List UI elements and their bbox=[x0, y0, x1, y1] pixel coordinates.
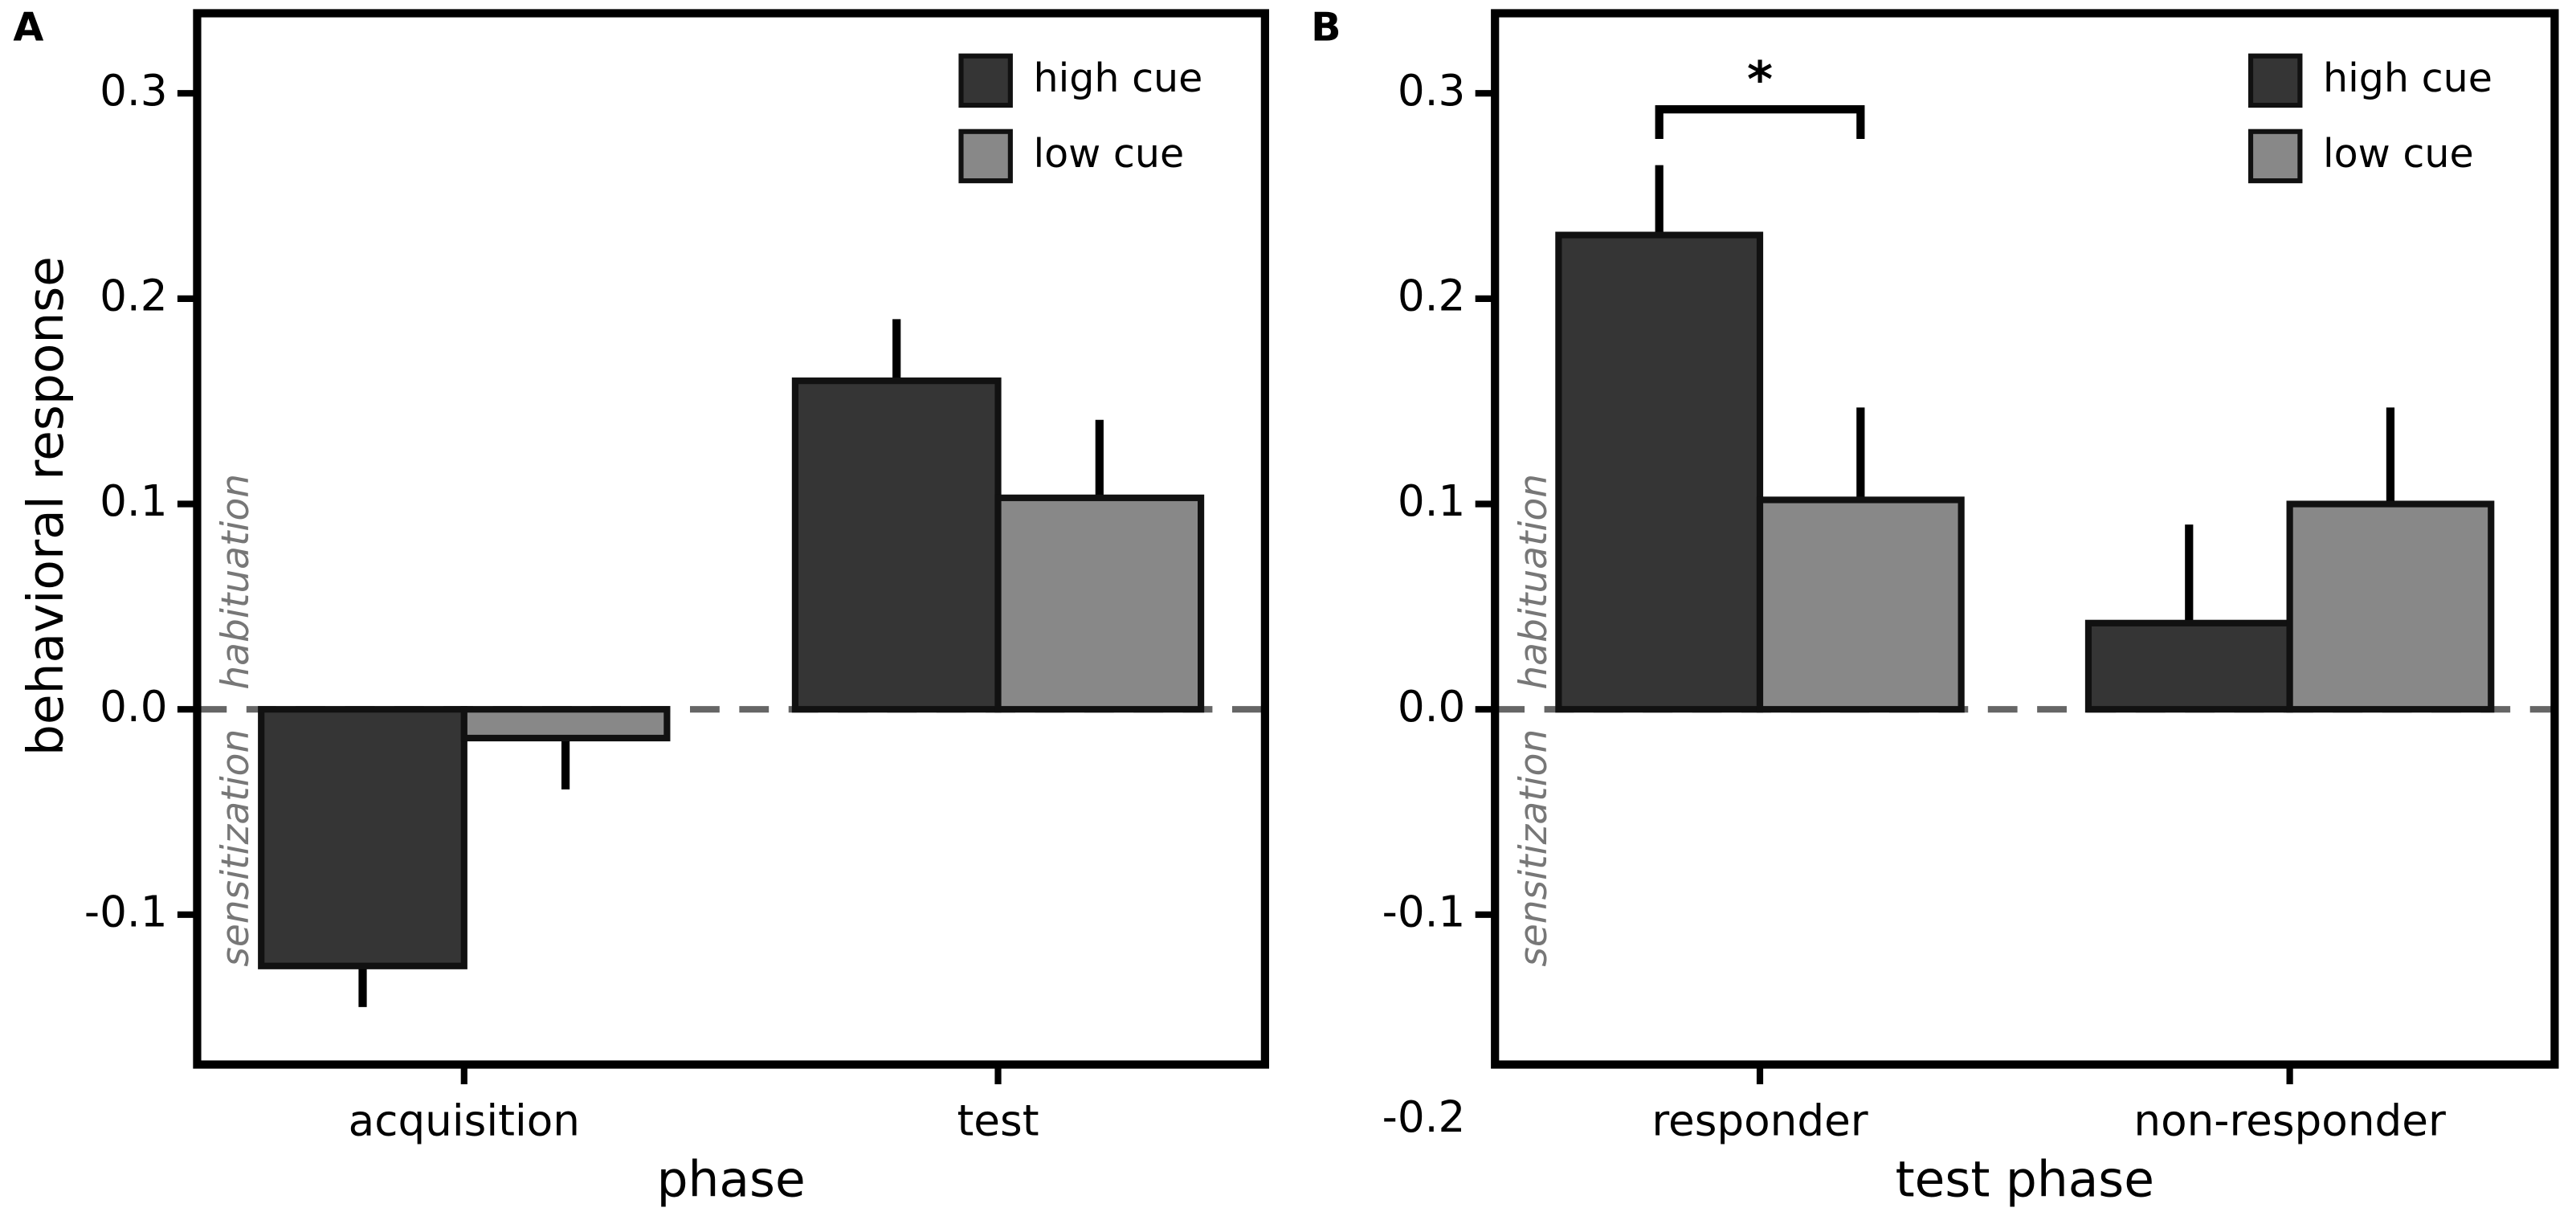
significance-label: * bbox=[1747, 51, 1773, 108]
bar bbox=[994, 494, 1205, 713]
legend-swatch bbox=[958, 129, 1013, 184]
y-tick-label: 0.3 bbox=[1398, 66, 1466, 116]
y-tick-label: 0.1 bbox=[1398, 476, 1466, 526]
panel-label: B bbox=[1311, 3, 1341, 50]
legend-label: high cue bbox=[2323, 55, 2492, 101]
y-tick-label: 0.1 bbox=[100, 476, 168, 526]
x-axis-label: phase bbox=[657, 1151, 806, 1208]
bar bbox=[791, 377, 1002, 713]
x-axis-label: test phase bbox=[1896, 1151, 2154, 1208]
y-axis-label: behavioral response bbox=[18, 256, 75, 756]
y-tick-label: 0.0 bbox=[100, 682, 168, 732]
region-label: sensitization bbox=[214, 729, 258, 967]
y-tick-label: 0.3 bbox=[100, 66, 168, 116]
y-tick-label: -0.1 bbox=[84, 887, 168, 936]
y-tick-label: 0.2 bbox=[100, 271, 168, 321]
y-tick-label: -0.1 bbox=[1382, 887, 1466, 936]
plot-frame bbox=[193, 9, 1269, 1069]
region-label: habituation bbox=[214, 474, 258, 690]
y-tick-label: -0.2 bbox=[1382, 1092, 1466, 1142]
bar bbox=[460, 706, 671, 742]
region-label: habituation bbox=[1512, 474, 1556, 690]
y-tick-label: 0.2 bbox=[1398, 271, 1466, 321]
significance-bracket bbox=[1655, 105, 1865, 139]
bar bbox=[258, 706, 467, 969]
legend-swatch bbox=[2247, 129, 2303, 184]
x-tick-label: non-responder bbox=[2133, 1096, 2446, 1146]
legend-swatch bbox=[2247, 53, 2303, 108]
bar bbox=[1756, 496, 1965, 713]
x-tick-label: acquisition bbox=[349, 1096, 580, 1146]
bar bbox=[2286, 500, 2495, 713]
bar bbox=[2084, 619, 2293, 713]
x-tick-label: test bbox=[957, 1096, 1039, 1146]
bar bbox=[1555, 231, 1764, 713]
region-label: sensitization bbox=[1512, 729, 1556, 967]
y-tick-label: 0.0 bbox=[1398, 682, 1466, 732]
legend-label: low cue bbox=[2323, 130, 2474, 177]
legend-label: low cue bbox=[1033, 130, 1184, 177]
plot-frame bbox=[1491, 9, 2559, 1069]
legend-swatch bbox=[958, 53, 1013, 108]
x-tick-label: responder bbox=[1651, 1096, 1868, 1146]
panel-label: A bbox=[13, 3, 43, 50]
legend-label: high cue bbox=[1033, 55, 1202, 101]
